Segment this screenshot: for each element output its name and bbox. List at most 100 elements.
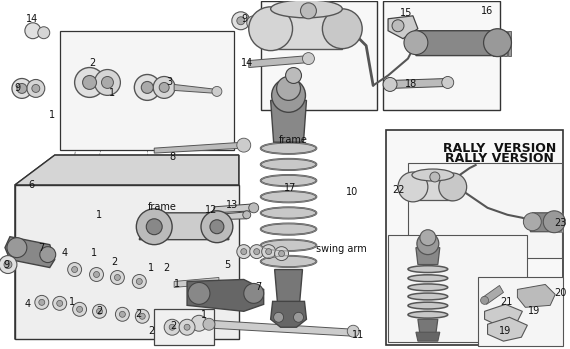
- Bar: [478, 277, 563, 346]
- Circle shape: [4, 261, 12, 268]
- Polygon shape: [194, 319, 353, 336]
- Ellipse shape: [260, 223, 316, 235]
- Polygon shape: [496, 31, 499, 55]
- Polygon shape: [174, 277, 219, 288]
- Text: 18: 18: [405, 80, 417, 89]
- Text: 15: 15: [400, 8, 412, 18]
- Text: swing arm: swing arm: [316, 244, 367, 254]
- Text: frame: frame: [279, 135, 308, 145]
- Circle shape: [210, 220, 224, 234]
- Text: 8: 8: [169, 152, 175, 162]
- Text: 4: 4: [62, 247, 68, 258]
- Circle shape: [53, 296, 67, 310]
- Polygon shape: [518, 284, 555, 307]
- Text: 2: 2: [135, 309, 141, 319]
- Polygon shape: [413, 175, 453, 200]
- Circle shape: [17, 83, 27, 94]
- Circle shape: [398, 172, 428, 202]
- Text: 1: 1: [148, 262, 154, 273]
- Circle shape: [72, 267, 78, 273]
- Circle shape: [279, 251, 284, 257]
- Circle shape: [250, 245, 264, 259]
- Ellipse shape: [260, 240, 316, 251]
- Circle shape: [251, 20, 256, 26]
- Text: 9: 9: [3, 260, 9, 269]
- Circle shape: [169, 324, 175, 330]
- Polygon shape: [214, 204, 254, 213]
- Text: 11: 11: [352, 330, 364, 340]
- Ellipse shape: [408, 302, 448, 309]
- Text: 2: 2: [111, 257, 117, 267]
- Circle shape: [254, 248, 260, 255]
- Circle shape: [115, 307, 129, 321]
- Text: 13: 13: [226, 200, 238, 210]
- Circle shape: [286, 68, 302, 83]
- Circle shape: [57, 300, 63, 306]
- Polygon shape: [214, 212, 247, 220]
- Polygon shape: [484, 304, 522, 325]
- Polygon shape: [530, 213, 554, 232]
- Circle shape: [300, 3, 316, 19]
- Text: 14: 14: [241, 58, 253, 68]
- Ellipse shape: [271, 0, 343, 18]
- Polygon shape: [561, 213, 563, 232]
- Circle shape: [7, 238, 27, 258]
- Ellipse shape: [412, 169, 454, 181]
- Circle shape: [274, 312, 284, 322]
- Bar: [388, 235, 527, 342]
- Polygon shape: [416, 31, 495, 55]
- Circle shape: [153, 76, 175, 98]
- Circle shape: [27, 80, 45, 97]
- Circle shape: [430, 172, 440, 182]
- Bar: [60, 31, 234, 150]
- Circle shape: [191, 315, 207, 331]
- Circle shape: [141, 81, 153, 94]
- Polygon shape: [249, 55, 308, 68]
- Circle shape: [523, 213, 542, 231]
- Bar: [408, 163, 562, 258]
- Circle shape: [184, 324, 190, 330]
- Ellipse shape: [408, 293, 448, 300]
- Circle shape: [40, 247, 56, 262]
- Polygon shape: [271, 302, 307, 327]
- Bar: [260, 1, 377, 110]
- Circle shape: [404, 31, 428, 54]
- Text: 7: 7: [255, 282, 262, 292]
- Circle shape: [39, 299, 45, 305]
- Circle shape: [32, 84, 40, 92]
- Text: 12: 12: [205, 205, 217, 215]
- Circle shape: [232, 12, 250, 30]
- Polygon shape: [388, 16, 418, 39]
- Circle shape: [323, 9, 362, 49]
- Circle shape: [383, 77, 397, 91]
- Circle shape: [442, 76, 454, 88]
- Circle shape: [25, 23, 41, 39]
- Text: 1: 1: [109, 88, 116, 98]
- Circle shape: [115, 275, 120, 281]
- Polygon shape: [555, 213, 557, 232]
- Polygon shape: [15, 185, 239, 339]
- Polygon shape: [552, 213, 554, 232]
- Circle shape: [136, 279, 142, 284]
- Circle shape: [164, 319, 180, 335]
- Text: 9: 9: [15, 83, 21, 94]
- Text: 5: 5: [224, 260, 230, 269]
- Ellipse shape: [260, 159, 316, 170]
- Text: 14: 14: [26, 14, 38, 24]
- Circle shape: [237, 245, 251, 259]
- Text: 7: 7: [39, 243, 45, 253]
- Polygon shape: [174, 84, 217, 94]
- Text: 1: 1: [48, 110, 55, 120]
- Text: 21: 21: [500, 297, 512, 307]
- Polygon shape: [492, 31, 495, 55]
- Circle shape: [266, 248, 272, 255]
- Circle shape: [276, 76, 300, 101]
- Text: 20: 20: [554, 288, 567, 298]
- Circle shape: [347, 325, 359, 337]
- Polygon shape: [416, 248, 440, 265]
- Text: 9: 9: [242, 14, 248, 24]
- Ellipse shape: [408, 275, 448, 282]
- Circle shape: [76, 306, 83, 312]
- Text: 10: 10: [346, 187, 359, 197]
- Circle shape: [237, 17, 245, 25]
